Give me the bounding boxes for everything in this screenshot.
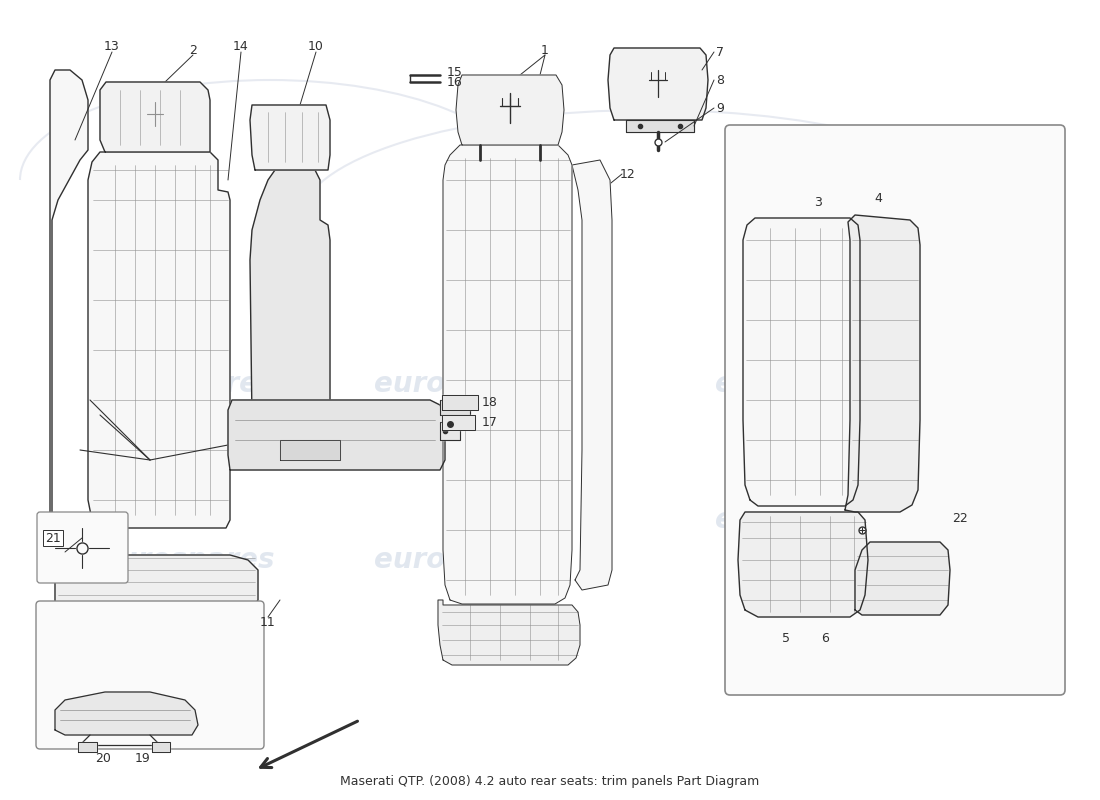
Polygon shape bbox=[442, 415, 475, 430]
Polygon shape bbox=[250, 170, 330, 448]
Text: 15: 15 bbox=[447, 66, 463, 78]
Polygon shape bbox=[100, 82, 210, 152]
Polygon shape bbox=[738, 512, 868, 617]
FancyArrowPatch shape bbox=[261, 721, 358, 767]
Text: eurospares: eurospares bbox=[374, 546, 550, 574]
Polygon shape bbox=[228, 400, 446, 470]
Polygon shape bbox=[443, 145, 572, 604]
Polygon shape bbox=[442, 395, 478, 410]
Text: 4: 4 bbox=[874, 191, 882, 205]
Text: 13: 13 bbox=[104, 39, 120, 53]
Polygon shape bbox=[78, 742, 97, 752]
Text: 10: 10 bbox=[308, 39, 323, 53]
Text: 5: 5 bbox=[782, 631, 790, 645]
Text: 6: 6 bbox=[821, 631, 829, 645]
Polygon shape bbox=[440, 422, 460, 440]
Text: 16: 16 bbox=[447, 75, 463, 89]
Polygon shape bbox=[608, 48, 708, 120]
Polygon shape bbox=[50, 70, 88, 540]
Text: eurospares: eurospares bbox=[374, 370, 550, 398]
Text: 1: 1 bbox=[541, 43, 549, 57]
FancyBboxPatch shape bbox=[37, 512, 128, 583]
Text: 18: 18 bbox=[482, 397, 498, 410]
Polygon shape bbox=[55, 530, 258, 608]
Text: 14: 14 bbox=[233, 39, 249, 53]
Text: eurospares: eurospares bbox=[99, 546, 275, 574]
Text: 20: 20 bbox=[95, 751, 111, 765]
Text: Maserati QTP. (2008) 4.2 auto rear seats: trim panels Part Diagram: Maserati QTP. (2008) 4.2 auto rear seats… bbox=[340, 775, 760, 788]
Polygon shape bbox=[845, 215, 920, 512]
Text: eurospares: eurospares bbox=[715, 506, 891, 534]
Polygon shape bbox=[742, 218, 860, 506]
Polygon shape bbox=[55, 692, 198, 735]
Text: 11: 11 bbox=[260, 615, 276, 629]
Text: 8: 8 bbox=[716, 74, 724, 86]
Polygon shape bbox=[280, 440, 340, 460]
Text: 2: 2 bbox=[189, 43, 197, 57]
Polygon shape bbox=[456, 75, 564, 145]
Text: 9: 9 bbox=[716, 102, 724, 114]
FancyBboxPatch shape bbox=[725, 125, 1065, 695]
FancyBboxPatch shape bbox=[36, 601, 264, 749]
Polygon shape bbox=[438, 600, 580, 665]
Text: 7: 7 bbox=[716, 46, 724, 58]
Polygon shape bbox=[572, 160, 612, 590]
Text: 19: 19 bbox=[135, 751, 151, 765]
Polygon shape bbox=[152, 742, 170, 752]
Text: eurospares: eurospares bbox=[99, 370, 275, 398]
Polygon shape bbox=[855, 542, 950, 615]
Polygon shape bbox=[88, 152, 230, 528]
Polygon shape bbox=[440, 400, 470, 415]
Text: 21: 21 bbox=[45, 531, 60, 545]
Text: 12: 12 bbox=[620, 167, 636, 181]
Text: 3: 3 bbox=[814, 195, 822, 209]
Polygon shape bbox=[250, 105, 330, 170]
Polygon shape bbox=[626, 120, 694, 132]
Text: 17: 17 bbox=[482, 417, 498, 430]
Text: 22: 22 bbox=[953, 511, 968, 525]
Text: eurospares: eurospares bbox=[715, 370, 891, 398]
